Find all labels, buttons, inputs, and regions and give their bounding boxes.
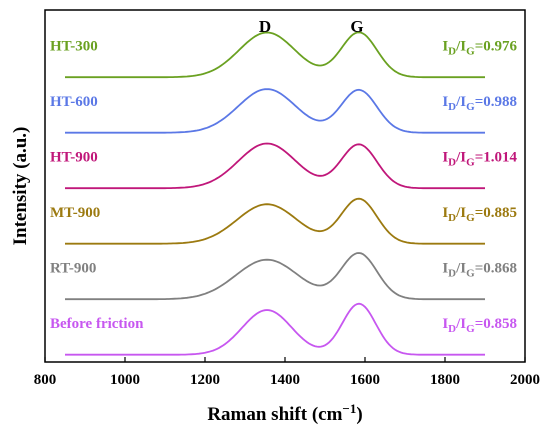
spectrum-line: [65, 31, 485, 79]
x-tick-label: 1200: [190, 372, 220, 388]
ratio-label-part: D: [448, 212, 456, 224]
x-axis-title: Raman shift (cm−1): [207, 401, 362, 425]
ratio-label-part: I: [442, 94, 448, 110]
series-labels: HT-300 HT-600 HT-900 MT-900 RT-900 Before fri…: [50, 39, 144, 333]
ratio-label-part: I: [442, 316, 448, 332]
ratio-label-part: =0.976: [475, 39, 518, 55]
ratio-label: ID/IG=0.988: [442, 94, 517, 113]
spectrum-line: [65, 88, 485, 134]
ratio-label-part: G: [466, 46, 475, 58]
peak-label: G: [350, 17, 363, 36]
series-label: HT-300: [50, 39, 98, 55]
y-axis-title: Intensity (a.u.): [10, 127, 31, 246]
ratio-label-part: /I: [455, 205, 466, 221]
ratio-label-part: D: [448, 157, 456, 169]
ratio-labels: ID/IG=0.976ID/IG=0.988ID/IG=1.014ID/IG=0…: [442, 39, 517, 336]
spectra-curves: [65, 31, 485, 356]
ratio-label-part: I: [442, 39, 448, 55]
x-tick-label: 1000: [110, 372, 140, 388]
ratio-label-part: D: [448, 323, 456, 335]
ratio-label-part: =0.885: [475, 205, 517, 221]
ratio-label-part: G: [466, 268, 475, 280]
series-label: HT-900: [50, 150, 98, 166]
x-axis-ticks: 800 1000 1200 1400 1600 1800 2000: [34, 357, 540, 388]
ratio-label: ID/IG=0.868: [442, 261, 517, 280]
ratio-label: ID/IG=0.885: [442, 205, 517, 224]
ratio-label-part: G: [466, 212, 475, 224]
ratio-label: ID/IG=1.014: [442, 150, 517, 169]
ratio-label-part: I: [442, 261, 448, 277]
x-tick-label: 1600: [350, 372, 380, 388]
peak-label: D: [259, 17, 271, 36]
spectrum-line: [65, 252, 485, 301]
ratio-label-part: /I: [455, 94, 466, 110]
x-tick-label: 1400: [270, 372, 300, 388]
spectrum-line: [65, 302, 485, 356]
ratio-label-part: G: [466, 157, 475, 169]
ratio-label-part: D: [448, 268, 456, 280]
ratio-label-part: G: [466, 323, 475, 335]
series-label: RT-900: [50, 261, 96, 277]
spectrum-line: [65, 142, 485, 190]
series-label: HT-600: [50, 94, 98, 110]
ratio-label-part: /I: [455, 150, 466, 166]
ratio-label-part: /I: [455, 316, 466, 332]
ratio-label-part: I: [442, 205, 448, 221]
ratio-label-part: D: [448, 46, 456, 58]
series-label: MT-900: [50, 205, 100, 221]
ratio-label-part: /I: [455, 39, 466, 55]
x-axis-title-main: Raman shift (cm: [207, 404, 342, 425]
ratio-label-part: G: [466, 101, 475, 113]
x-axis-title-end: ): [356, 404, 362, 425]
ratio-label-part: D: [448, 101, 456, 113]
ratio-label: ID/IG=0.976: [442, 39, 517, 58]
x-tick-label: 1800: [430, 372, 460, 388]
ratio-label: ID/IG=0.858: [442, 316, 517, 335]
ratio-label-part: /I: [455, 261, 466, 277]
x-tick-label: 2000: [510, 372, 540, 388]
x-axis-title-sup: −1: [342, 401, 356, 416]
ratio-label-part: =0.868: [475, 261, 517, 277]
ratio-label-part: =1.014: [475, 150, 518, 166]
series-label: Before friction: [50, 316, 144, 332]
ratio-label-part: I: [442, 150, 448, 166]
x-tick-label: 800: [34, 372, 57, 388]
plot-frame: [44, 9, 526, 363]
ratio-label-part: =0.858: [475, 316, 517, 332]
ratio-label-part: =0.988: [475, 94, 517, 110]
spectrum-line: [65, 197, 485, 245]
